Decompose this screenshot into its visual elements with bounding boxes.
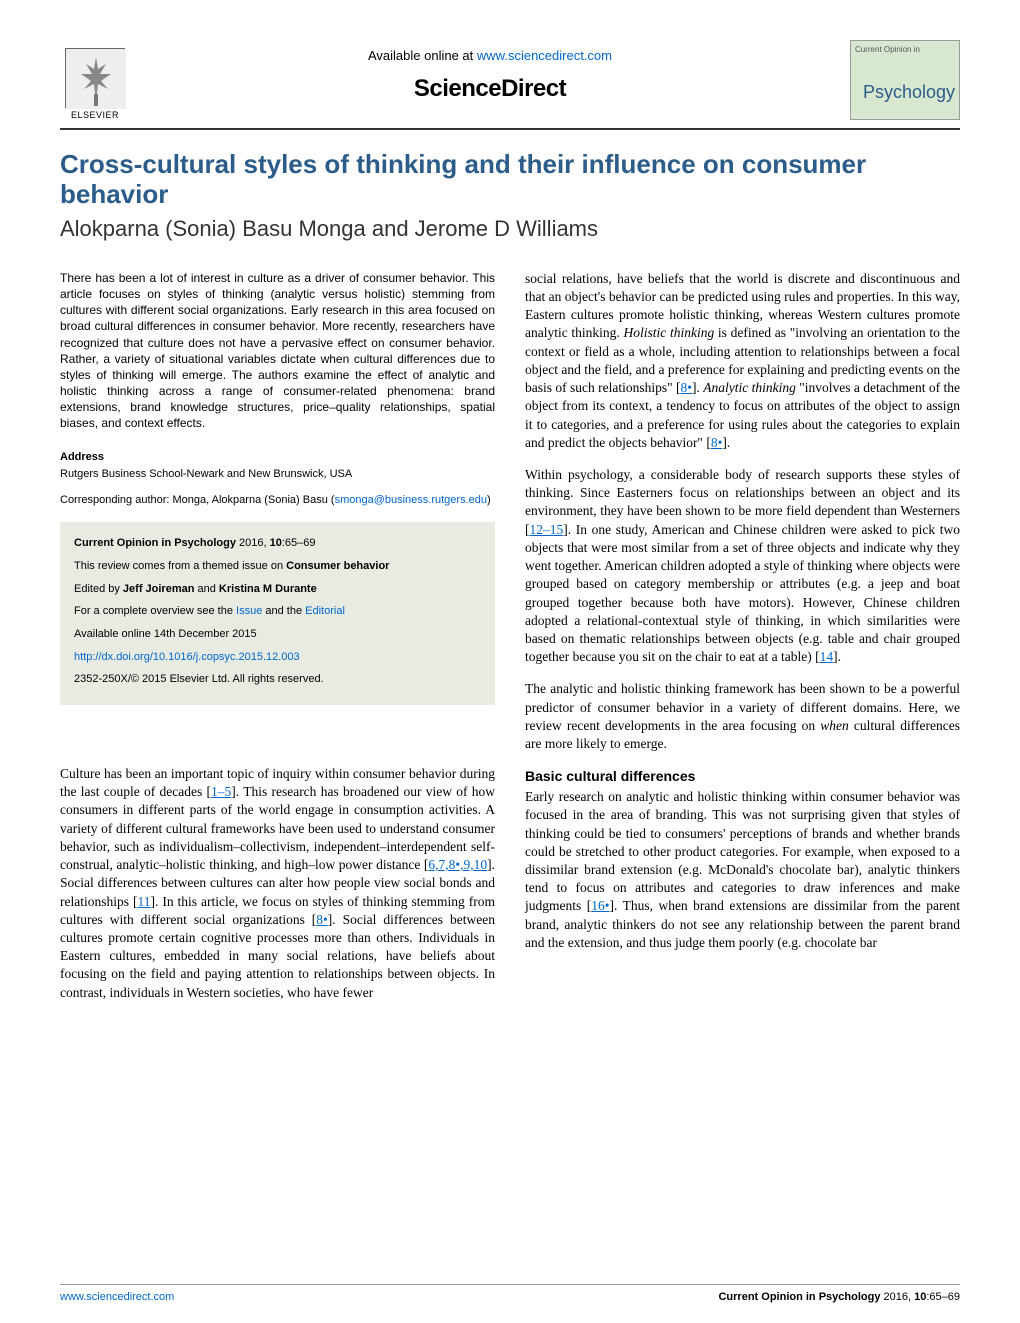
volume: 10 <box>270 537 282 549</box>
text-span: ]. <box>692 380 703 395</box>
body-paragraph: Within psychology, a considerable body o… <box>525 466 960 666</box>
two-column-layout: There has been a lot of interest in cult… <box>60 270 960 1016</box>
reference-link[interactable]: 14 <box>820 649 834 664</box>
address: Rutgers Business School-Newark and New B… <box>60 467 495 482</box>
body-paragraph: Early research on analytic and holistic … <box>525 788 960 952</box>
info-text: This review comes from a themed issue on <box>74 560 286 572</box>
info-text: Edited by <box>74 583 123 595</box>
doi-link[interactable]: http://dx.doi.org/10.1016/j.copsyc.2015.… <box>74 651 300 663</box>
right-body-text: social relations, have beliefs that the … <box>525 270 960 952</box>
sciencedirect-brand: ScienceDirect <box>130 75 850 103</box>
section-heading: Basic cultural differences <box>525 767 960 786</box>
footer-pages: :65–69 <box>926 1291 960 1303</box>
footer-volume: 10 <box>914 1291 926 1303</box>
body-paragraph: The analytic and holistic thinking frame… <box>525 680 960 753</box>
available-date: Available online 14th December 2015 <box>74 625 481 644</box>
info-text: and <box>194 583 218 595</box>
body-paragraph: Culture has been an important topic of i… <box>60 765 495 1002</box>
corresponding-email-link[interactable]: smonga@business.rutgers.edu <box>335 494 487 506</box>
abstract: There has been a lot of interest in cult… <box>60 270 495 432</box>
sciencedirect-url[interactable]: www.sciencedirect.com <box>477 48 612 63</box>
info-text: For a complete overview see the <box>74 605 236 617</box>
body-paragraph: social relations, have beliefs that the … <box>525 270 960 452</box>
footer-year: 2016, <box>880 1291 914 1303</box>
available-online: Available online at www.sciencedirect.co… <box>130 48 850 63</box>
editorial-link[interactable]: Editorial <box>305 605 345 617</box>
reference-link[interactable]: 8• <box>316 912 327 927</box>
elsevier-tree-icon <box>65 48 125 108</box>
reference-link[interactable]: 11 <box>137 894 150 909</box>
publication-info-box: Current Opinion in Psychology 2016, 10:6… <box>60 522 495 705</box>
term-holistic: Holistic thinking <box>624 325 715 340</box>
text-span: ]. <box>833 649 841 664</box>
reference-link[interactable]: 16• <box>591 898 609 913</box>
text-span: ]. <box>722 435 730 450</box>
right-column: social relations, have beliefs that the … <box>525 270 960 1016</box>
text-span: Early research on analytic and holistic … <box>525 789 960 913</box>
editor-1: Jeff Joireman <box>123 583 195 595</box>
reference-link[interactable]: 6,7,8•,9,10 <box>428 857 487 872</box>
text-span: ]. In one study, American and Chinese ch… <box>525 522 960 665</box>
editor-2: Kristina M Durante <box>219 583 317 595</box>
reference-link[interactable]: 8• <box>681 380 692 395</box>
page-footer: www.sciencedirect.com Current Opinion in… <box>60 1284 960 1303</box>
reference-link[interactable]: 1–5 <box>211 784 231 799</box>
footer-url[interactable]: www.sciencedirect.com <box>60 1291 174 1303</box>
issue-link[interactable]: Issue <box>236 605 262 617</box>
authors: Alokparna (Sonia) Basu Monga and Jerome … <box>60 216 960 242</box>
address-label: Address <box>60 450 495 465</box>
header-center: Available online at www.sciencedirect.co… <box>130 40 850 103</box>
elsevier-logo: ELSEVIER <box>60 40 130 120</box>
page-header: ELSEVIER Available online at www.science… <box>60 40 960 130</box>
term-when: when <box>820 718 849 733</box>
info-text: 2016, <box>236 537 270 549</box>
pages: :65–69 <box>282 537 316 549</box>
article-title: Cross-cultural styles of thinking and th… <box>60 150 960 210</box>
journal-badge: Current Opinion in Psychology <box>850 40 960 120</box>
left-body-text: Culture has been an important topic of i… <box>60 765 495 1002</box>
corresponding-label: Corresponding author: Monga, Alokparna (… <box>60 494 328 506</box>
term-analytic: Analytic thinking <box>703 380 796 395</box>
footer-citation: Current Opinion in Psychology 2016, 10:6… <box>718 1291 960 1303</box>
reference-link[interactable]: 12–15 <box>530 522 564 537</box>
available-text: Available online at <box>368 48 477 63</box>
corresponding-author: Corresponding author: Monga, Alokparna (… <box>60 493 495 508</box>
footer-journal: Current Opinion in Psychology <box>718 1291 880 1303</box>
copyright: 2352-250X/© 2015 Elsevier Ltd. All right… <box>74 670 481 689</box>
reference-link[interactable]: 8• <box>711 435 722 450</box>
journal-top-label: Current Opinion in <box>855 45 955 54</box>
info-text: and the <box>262 605 305 617</box>
journal-ref: Current Opinion in Psychology <box>74 537 236 549</box>
journal-name: Psychology <box>855 82 955 103</box>
themed-issue: Consumer behavior <box>286 560 389 572</box>
elsevier-label: ELSEVIER <box>71 110 119 120</box>
left-column: There has been a lot of interest in cult… <box>60 270 495 1016</box>
